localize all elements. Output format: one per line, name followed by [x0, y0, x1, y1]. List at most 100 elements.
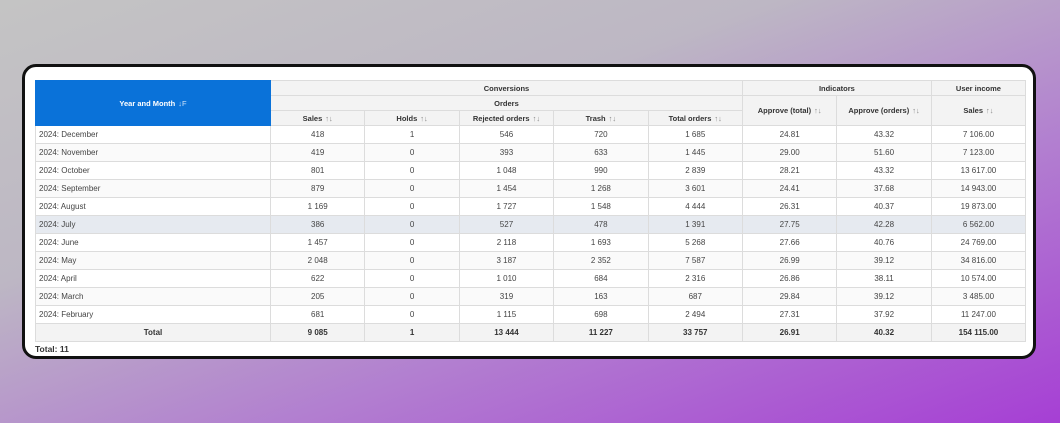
cell-sales: 19 873.00 [930, 197, 1027, 216]
column-label: Sales [963, 106, 983, 115]
year-month-label: Year and Month [119, 98, 176, 108]
cell-sales: 3 485.00 [930, 287, 1027, 306]
cell-sales: 418 [269, 125, 366, 144]
cell-sales: 2 048 [269, 251, 366, 270]
cell-total-orders: 7 587 [647, 251, 743, 270]
cell-trash: 1 268 [553, 179, 649, 198]
cell-rejected-orders: 546 [458, 125, 555, 144]
sort-icon[interactable]: ↑↓ [420, 113, 428, 123]
cell-trash: 990 [553, 161, 649, 180]
cell-approve-total: 27.31 [741, 305, 838, 324]
cell-sales: 11 247.00 [930, 305, 1027, 324]
row-label: 2024: December [35, 125, 271, 144]
column-header-approve-orders[interactable]: Approve (orders) ↑↓ [836, 95, 932, 126]
table-row[interactable]: 2024: July 386 0 527 478 1 391 27.75 42.28 6 562… [35, 215, 1027, 234]
cell-approve-total: 28.21 [741, 161, 838, 180]
cell-sales: 10 574.00 [930, 269, 1027, 288]
cell-rejected-orders: 2 118 [458, 233, 555, 252]
cell-rejected-orders: 1 727 [458, 197, 555, 216]
table-row[interactable]: 2024: June 1 457 0 2 118 1 693 5 268 27.66 40.7… [35, 233, 1027, 252]
table-row[interactable]: 2024: August 1 169 0 1 727 1 548 4 444 26.31 40… [35, 197, 1027, 216]
total-label: Total [35, 323, 271, 342]
cell-trash: 720 [553, 125, 649, 144]
column-label: Sales [302, 113, 323, 123]
cell-total-orders: 2 494 [647, 305, 743, 324]
orders-header: Orders [270, 95, 743, 111]
cell-sales: 801 [269, 161, 366, 180]
sort-icon[interactable]: ↑↓ [912, 106, 920, 115]
cell-sales: 1 457 [269, 233, 366, 252]
total-cell: 26.91 [741, 323, 838, 342]
cell-holds: 0 [364, 287, 460, 306]
column-label: Approve (orders) [848, 106, 910, 115]
table-row[interactable]: 2024: May 2 048 0 3 187 2 352 7 587 26.99 39.12… [35, 251, 1027, 270]
column-header-trash[interactable]: Trash ↑↓ [553, 110, 649, 126]
total-row: Total 9 085 1 13 444 11 227 33 757 26.91 40.32 1… [35, 323, 1027, 342]
cell-rejected-orders: 3 187 [458, 251, 555, 270]
cell-sales: 24 769.00 [930, 233, 1027, 252]
cell-approve-total: 29.00 [741, 143, 838, 162]
column-header-rejected-orders[interactable]: Rejected orders ↑↓ [458, 110, 555, 126]
cell-sales: 1 169 [269, 197, 366, 216]
column-header-holds[interactable]: Holds ↑↓ [364, 110, 460, 126]
cell-holds: 0 [364, 197, 460, 216]
cell-approve-orders: 43.32 [836, 125, 932, 144]
cell-sales: 622 [269, 269, 366, 288]
pivot-table: Year and Month ↓F Conversions Indicators … [35, 80, 1027, 342]
cell-approve-total: 26.99 [741, 251, 838, 270]
cell-trash: 1 693 [553, 233, 649, 252]
cell-sales: 681 [269, 305, 366, 324]
cell-approve-total: 27.75 [741, 215, 838, 234]
total-cell: 11 227 [553, 323, 649, 342]
column-header-sales-income[interactable]: Sales ↑↓ [930, 95, 1027, 126]
column-header-total-orders[interactable]: Total orders ↑↓ [647, 110, 743, 126]
cell-rejected-orders: 1 010 [458, 269, 555, 288]
sort-desc-icon[interactable]: ↓F [178, 98, 187, 108]
cell-total-orders: 687 [647, 287, 743, 306]
cell-trash: 478 [553, 215, 649, 234]
row-label: 2024: April [35, 269, 271, 288]
cell-holds: 0 [364, 161, 460, 180]
row-label: 2024: August [35, 197, 271, 216]
cell-approve-orders: 37.92 [836, 305, 932, 324]
table-row[interactable]: 2024: March 205 0 319 163 687 29.84 39.12 3 485.… [35, 287, 1027, 306]
report-card: Year and Month ↓F Conversions Indicators … [22, 64, 1036, 359]
cell-sales: 386 [269, 215, 366, 234]
sort-icon[interactable]: ↑↓ [608, 113, 617, 123]
total-cell: 154 115.00 [930, 323, 1027, 342]
table-row[interactable]: 2024: October 801 0 1 048 990 2 839 28.21 43.32… [35, 161, 1027, 180]
sort-icon[interactable]: ↑↓ [986, 106, 994, 115]
table-row[interactable]: 2024: September 879 0 1 454 1 268 3 601 24.41 3… [35, 179, 1027, 198]
cell-sales: 14 943.00 [930, 179, 1027, 198]
sort-icon[interactable]: ↑↓ [325, 113, 333, 123]
cell-approve-orders: 42.28 [836, 215, 932, 234]
table-row[interactable]: 2024: February 681 0 1 115 698 2 494 27.31 37.9… [35, 305, 1027, 324]
sort-icon[interactable]: ↑↓ [714, 113, 722, 123]
year-month-header[interactable]: Year and Month ↓F [35, 80, 271, 126]
cell-total-orders: 1 685 [647, 125, 743, 144]
cell-approve-total: 26.86 [741, 269, 838, 288]
cell-trash: 1 548 [553, 197, 649, 216]
column-label: Total orders [668, 113, 712, 123]
table-row[interactable]: 2024: November 419 0 393 633 1 445 29.00 51.60 7… [35, 143, 1027, 162]
cell-rejected-orders: 1 048 [458, 161, 555, 180]
column-label: Holds [396, 113, 418, 123]
cell-approve-orders: 43.32 [836, 161, 932, 180]
cell-approve-orders: 39.12 [836, 251, 932, 270]
cell-holds: 0 [364, 233, 460, 252]
cell-approve-total: 24.41 [741, 179, 838, 198]
cell-holds: 0 [364, 251, 460, 270]
cell-total-orders: 1 445 [647, 143, 743, 162]
column-header-approve-total[interactable]: Approve (total) ↑↓ [741, 95, 838, 126]
table-row[interactable]: 2024: December 418 1 546 720 1 685 24.81 43.32 7… [35, 125, 1027, 144]
sort-icon[interactable]: ↑↓ [532, 113, 541, 123]
column-header-sales[interactable]: Sales ↑↓ [269, 110, 366, 126]
cell-approve-orders: 39.12 [836, 287, 932, 306]
cell-trash: 684 [553, 269, 649, 288]
cell-approve-total: 29.84 [741, 287, 838, 306]
cell-approve-orders: 38.11 [836, 269, 932, 288]
cell-approve-total: 24.81 [741, 125, 838, 144]
row-count: Total: 11 [35, 344, 69, 354]
sort-icon[interactable]: ↑↓ [814, 106, 822, 115]
table-row[interactable]: 2024: April 622 0 1 010 684 2 316 26.86 38.11 10… [35, 269, 1027, 288]
